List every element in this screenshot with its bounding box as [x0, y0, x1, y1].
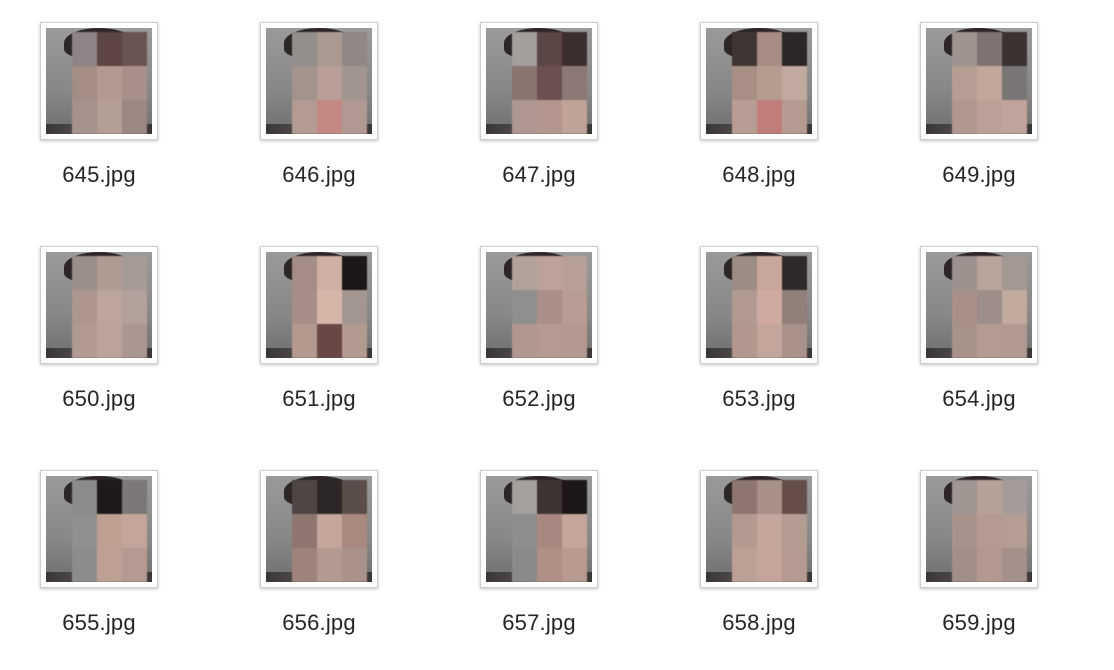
file-name-label: 652.jpg: [440, 386, 638, 412]
file-thumbnail[interactable]: [480, 246, 598, 364]
pixelation-mosaic: [952, 32, 1027, 134]
file-thumbnail[interactable]: [260, 246, 378, 364]
file-item[interactable]: 650.jpg: [0, 246, 220, 446]
file-thumbnail[interactable]: [40, 246, 158, 364]
file-name-label: 658.jpg: [660, 610, 858, 636]
file-item[interactable]: 657.jpg: [440, 470, 660, 670]
pixelated-photo: [266, 476, 372, 582]
file-item[interactable]: 651.jpg: [220, 246, 440, 446]
file-name-label: 650.jpg: [0, 386, 198, 412]
file-thumbnail[interactable]: [920, 246, 1038, 364]
pixelation-mosaic: [952, 256, 1027, 358]
pixelated-photo: [926, 28, 1032, 134]
pixelated-photo: [266, 28, 372, 134]
file-name-label: 645.jpg: [0, 162, 198, 188]
pixelation-mosaic: [292, 32, 367, 134]
pixelated-photo: [46, 252, 152, 358]
file-thumbnail[interactable]: [260, 470, 378, 588]
pixelated-photo: [706, 476, 812, 582]
file-thumbnail[interactable]: [700, 470, 818, 588]
pixelation-mosaic: [732, 256, 807, 358]
pixelation-mosaic: [512, 256, 587, 358]
pixelation-mosaic: [72, 480, 147, 582]
pixelation-mosaic: [732, 32, 807, 134]
file-name-label: 655.jpg: [0, 610, 198, 636]
pixelation-mosaic: [292, 256, 367, 358]
pixelated-photo: [46, 476, 152, 582]
file-item[interactable]: 656.jpg: [220, 470, 440, 670]
file-name-label: 656.jpg: [220, 610, 418, 636]
file-name-label: 647.jpg: [440, 162, 638, 188]
file-thumbnail[interactable]: [700, 246, 818, 364]
file-item[interactable]: 649.jpg: [880, 22, 1100, 222]
file-name-label: 646.jpg: [220, 162, 418, 188]
pixelation-mosaic: [292, 480, 367, 582]
pixelation-mosaic: [512, 480, 587, 582]
file-item[interactable]: 647.jpg: [440, 22, 660, 222]
file-item[interactable]: 646.jpg: [220, 22, 440, 222]
pixelated-photo: [266, 252, 372, 358]
pixelated-photo: [706, 28, 812, 134]
file-item[interactable]: 658.jpg: [660, 470, 880, 670]
pixelated-photo: [486, 476, 592, 582]
file-thumbnail[interactable]: [480, 470, 598, 588]
file-item[interactable]: 654.jpg: [880, 246, 1100, 446]
file-item[interactable]: 652.jpg: [440, 246, 660, 446]
file-thumbnail[interactable]: [40, 22, 158, 140]
file-name-label: 651.jpg: [220, 386, 418, 412]
pixelation-mosaic: [72, 32, 147, 134]
pixelation-mosaic: [732, 480, 807, 582]
file-thumbnail[interactable]: [920, 22, 1038, 140]
pixelated-photo: [486, 252, 592, 358]
pixelation-mosaic: [72, 256, 147, 358]
file-item[interactable]: 645.jpg: [0, 22, 220, 222]
pixelated-photo: [46, 28, 152, 134]
file-item[interactable]: 648.jpg: [660, 22, 880, 222]
file-name-label: 657.jpg: [440, 610, 638, 636]
file-name-label: 649.jpg: [880, 162, 1078, 188]
pixelation-mosaic: [512, 32, 587, 134]
file-thumbnail[interactable]: [40, 470, 158, 588]
pixelated-photo: [926, 252, 1032, 358]
pixelated-photo: [926, 476, 1032, 582]
file-thumbnail[interactable]: [480, 22, 598, 140]
file-name-label: 653.jpg: [660, 386, 858, 412]
pixelation-mosaic: [952, 480, 1027, 582]
file-thumbnail[interactable]: [920, 470, 1038, 588]
file-thumbnail[interactable]: [260, 22, 378, 140]
file-name-label: 648.jpg: [660, 162, 858, 188]
file-thumbnail[interactable]: [700, 22, 818, 140]
file-item[interactable]: 655.jpg: [0, 470, 220, 670]
file-name-label: 659.jpg: [880, 610, 1078, 636]
pixelated-photo: [486, 28, 592, 134]
pixelated-photo: [706, 252, 812, 358]
file-item[interactable]: 653.jpg: [660, 246, 880, 446]
file-item[interactable]: 659.jpg: [880, 470, 1100, 670]
file-name-label: 654.jpg: [880, 386, 1078, 412]
